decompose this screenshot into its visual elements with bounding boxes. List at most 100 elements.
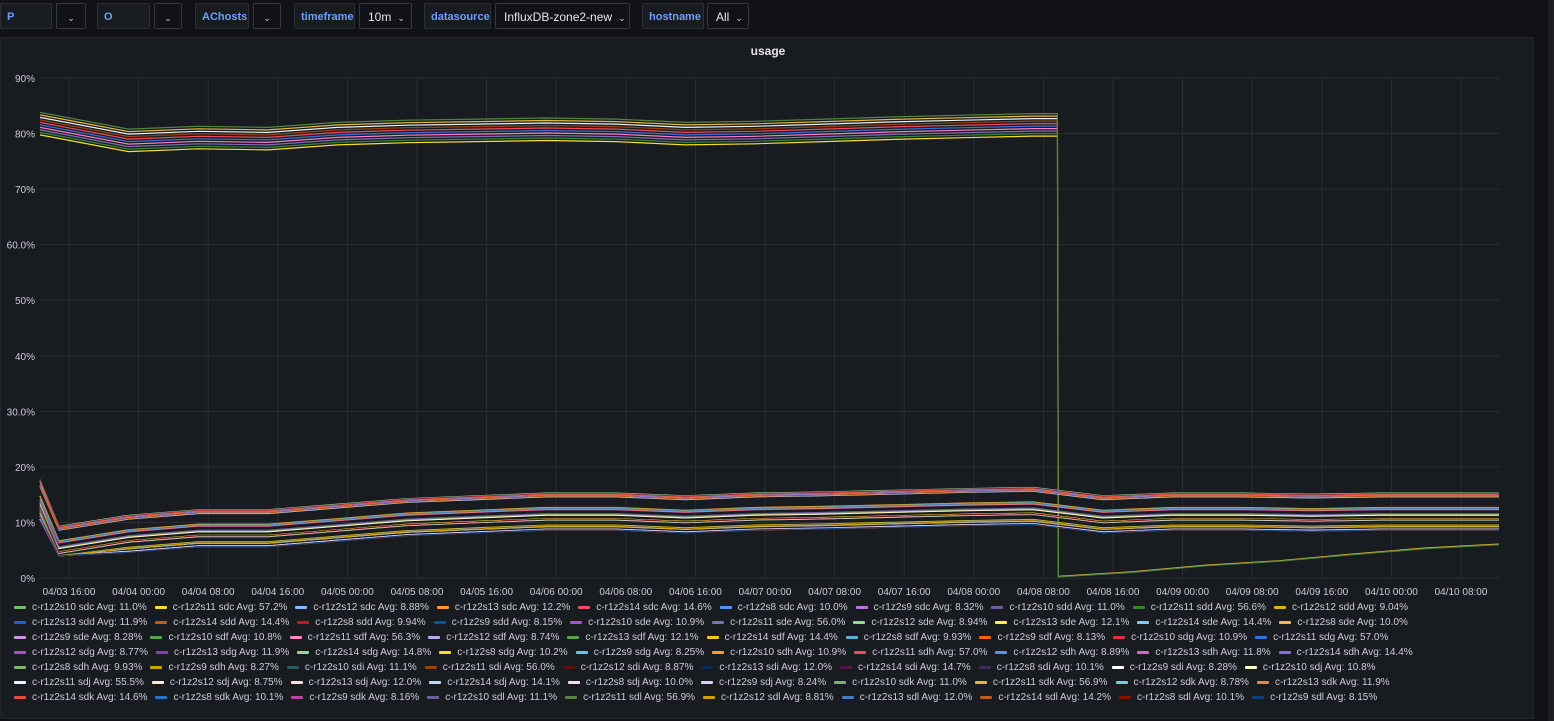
legend-item[interactable]: c-r1z2s13 sdh Avg: 11.8% [1137,647,1271,658]
legend-item[interactable]: c-r1z2s14 sdk Avg: 14.6% [14,692,147,703]
legend-label: c-r1z2s11 sdf Avg: 56.3% [307,632,421,643]
legend-item[interactable]: c-r1z2s9 sdk Avg: 8.16% [291,692,419,703]
legend-item[interactable]: c-r1z2s12 sdf Avg: 8.74% [428,632,559,643]
legend-label: c-r1z2s8 sdf Avg: 9.93% [863,632,972,643]
legend-item[interactable]: c-r1z2s13 sde Avg: 12.1% [995,617,1129,628]
y-tick-label: 30.0% [7,407,35,418]
o-nodes-dropdown[interactable]: ⌄ [154,3,182,29]
legend-label: c-r1z2s8 sdl Avg: 10.1% [1137,692,1245,703]
legend-label: c-r1z2s8 sdg Avg: 10.2% [457,647,568,658]
legend-item[interactable]: c-r1z2s11 sde Avg: 56.0% [712,617,845,628]
legend-item[interactable]: c-r1z2s9 sde Avg: 8.28% [14,632,142,643]
legend-item[interactable]: c-r1z2s11 sdh Avg: 57.0% [854,647,987,658]
legend-item[interactable]: c-r1z2s11 sdg Avg: 57.0% [1255,632,1388,643]
legend-item[interactable]: c-r1z2s13 sdi Avg: 12.0% [701,662,832,673]
legend-item[interactable]: c-r1z2s11 sdj Avg: 55.5% [14,677,144,688]
legend-item[interactable]: c-r1z2s13 sdc Avg: 12.2% [436,602,570,613]
legend-item[interactable]: c-r1z2s12 sdj Avg: 8.75% [151,677,283,688]
series-line [39,503,1499,550]
legend-item[interactable]: c-r1z2s11 sdf Avg: 56.3% [289,632,421,643]
legend-item[interactable]: c-r1z2s11 sdc Avg: 57.2% [154,602,287,613]
legend-label: c-r1z2s9 sdh Avg: 8.27% [168,662,279,673]
legend-item[interactable]: c-r1z2s10 sdk Avg: 11.0% [834,677,967,688]
legend-item[interactable]: c-r1z2s11 sdk Avg: 56.9% [974,677,1108,688]
timeframe-dropdown[interactable]: 10m ⌄ [359,3,412,29]
series-line [39,119,1058,138]
legend-item[interactable]: c-r1z2s10 sdi Avg: 11.1% [286,662,417,673]
legend-item[interactable]: c-r1z2s14 sdd Avg: 14.4% [155,617,289,628]
legend-item[interactable]: c-r1z2s10 sdh Avg: 10.9% [712,647,846,658]
legend-item[interactable]: c-r1z2s9 sdg Avg: 8.25% [575,647,704,658]
legend-item[interactable]: c-r1z2s11 sdl Avg: 56.9% [565,692,695,703]
legend-item[interactable]: c-r1z2s9 sdh Avg: 8.27% [150,662,279,673]
legend-item[interactable]: c-r1z2s10 sdj Avg: 10.8% [1244,662,1376,673]
panel-title[interactable]: usage [750,44,786,58]
legend-swatch [1137,650,1150,654]
legend-item[interactable]: c-r1z2s10 sdd Avg: 11.0% [991,602,1125,613]
legend-label: c-r1z2s10 sdf Avg: 10.8% [168,632,282,643]
series-line [39,486,1499,531]
legend-item[interactable]: c-r1z2s9 sdi Avg: 8.28% [1111,662,1237,673]
achosts-dropdown[interactable]: ⌄ [253,3,281,29]
legend-item[interactable]: c-r1z2s12 sde Avg: 8.94% [853,617,987,628]
legend-item[interactable]: c-r1z2s12 sdc Avg: 8.88% [295,602,429,613]
scrollbar[interactable] [1548,0,1554,721]
p-nodes-dropdown[interactable]: ⌄ [56,3,86,29]
legend-item[interactable]: c-r1z2s8 sdj Avg: 10.0% [567,677,693,688]
legend-item[interactable]: c-r1z2s13 sdd Avg: 11.9% [14,617,147,628]
legend-item[interactable]: c-r1z2s9 sdl Avg: 8.15% [1252,692,1377,703]
legend-item[interactable]: c-r1z2s8 sdi Avg: 10.1% [978,662,1104,673]
legend-item[interactable]: c-r1z2s9 sdj Avg: 8.24% [701,677,826,688]
legend-item[interactable]: c-r1z2s14 sdi Avg: 14.7% [840,662,971,673]
legend-item[interactable]: c-r1z2s13 sdl Avg: 12.0% [841,692,972,703]
series-line [39,124,1058,143]
legend-swatch [840,665,853,669]
legend-item[interactable]: c-r1z2s11 sdd Avg: 56.6% [1132,602,1266,613]
legend-label: c-r1z2s13 sdd Avg: 11.9% [32,617,148,628]
legend-item[interactable]: c-r1z2s10 sdg Avg: 10.9% [1113,632,1247,643]
legend-item[interactable]: c-r1z2s12 sdl Avg: 8.81% [703,692,834,703]
legend-item[interactable]: c-r1z2s9 sdf Avg: 8.13% [979,632,1105,643]
hostname-dropdown[interactable]: All ⌄ [707,3,749,29]
legend-item[interactable]: c-r1z2s10 sdl Avg: 11.1% [427,692,557,703]
legend-label: c-r1z2s11 sde Avg: 56.0% [730,617,846,628]
legend-label: c-r1z2s13 sdi Avg: 12.0% [719,662,833,673]
series-line [39,121,1058,140]
legend-item[interactable]: c-r1z2s8 sde Avg: 10.0% [1279,617,1408,628]
legend-item[interactable]: c-r1z2s8 sdh Avg: 9.93% [14,662,142,673]
legend-item[interactable]: c-r1z2s14 sdh Avg: 14.4% [1278,647,1413,658]
datasource-value: InfluxDB-zone2-new [504,10,613,24]
legend-item[interactable]: c-r1z2s12 sdi Avg: 8.87% [562,662,693,673]
legend-item[interactable]: c-r1z2s8 sdd Avg: 9.94% [297,617,426,628]
legend-item[interactable]: c-r1z2s14 sde Avg: 14.4% [1137,617,1271,628]
legend-item[interactable]: c-r1z2s8 sdl Avg: 10.1% [1119,692,1244,703]
legend-item[interactable]: c-r1z2s14 sdf Avg: 14.4% [706,632,838,643]
legend-item[interactable]: c-r1z2s9 sdc Avg: 8.32% [855,602,983,613]
legend-item[interactable]: c-r1z2s12 sdh Avg: 8.89% [995,647,1129,658]
legend-item[interactable]: c-r1z2s14 sdg Avg: 14.8% [297,647,431,658]
legend-item[interactable]: c-r1z2s13 sdk Avg: 11.9% [1256,677,1390,688]
legend-item[interactable]: c-r1z2s14 sdl Avg: 14.2% [980,692,1111,703]
legend-item[interactable]: c-r1z2s8 sdc Avg: 10.0% [719,602,848,613]
legend-item[interactable]: c-r1z2s12 sdd Avg: 9.04% [1274,602,1408,613]
legend-item[interactable]: c-r1z2s11 sdi Avg: 56.0% [424,662,555,673]
legend-item[interactable]: c-r1z2s13 sdj Avg: 12.0% [290,677,421,688]
legend-item[interactable]: c-r1z2s14 sdj Avg: 14.1% [429,677,560,688]
legend-item[interactable]: c-r1z2s8 sdk Avg: 10.1% [155,692,283,703]
legend-label: c-r1z2s10 sdd Avg: 11.0% [1009,602,1125,613]
legend-item[interactable]: c-r1z2s14 sdc Avg: 14.6% [578,602,712,613]
legend-item[interactable]: c-r1z2s10 sdf Avg: 10.8% [150,632,282,643]
legend-item[interactable]: c-r1z2s10 sdc Avg: 11.0% [14,602,147,613]
legend-item[interactable]: c-r1z2s8 sdg Avg: 10.2% [439,647,568,658]
legend-item[interactable]: c-r1z2s13 sdf Avg: 12.1% [567,632,699,643]
legend-item[interactable]: c-r1z2s12 sdg Avg: 8.77% [14,647,148,658]
datasource-dropdown[interactable]: InfluxDB-zone2-new ⌄ [495,3,630,29]
legend-item[interactable]: c-r1z2s10 sde Avg: 10.9% [570,617,704,628]
legend-item[interactable]: c-r1z2s8 sdf Avg: 9.93% [845,632,972,643]
legend-item[interactable]: c-r1z2s13 sdg Avg: 11.9% [156,647,289,658]
legend-swatch [156,650,168,654]
legend-item[interactable]: c-r1z2s9 sdd Avg: 8.15% [433,617,562,628]
y-tick-label: 80% [15,130,35,141]
legend-item[interactable]: c-r1z2s12 sdk Avg: 8.78% [1115,677,1249,688]
